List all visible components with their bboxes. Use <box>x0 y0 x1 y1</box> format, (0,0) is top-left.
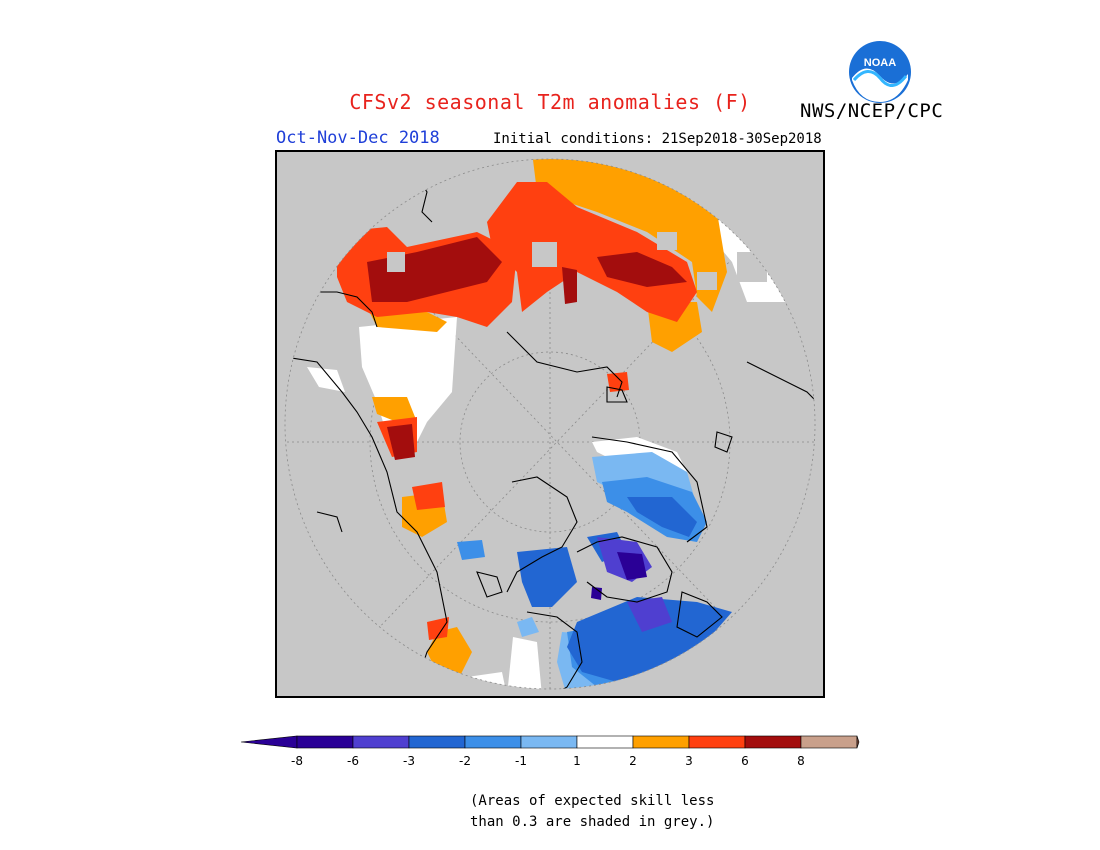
no-skill-patches <box>387 232 767 290</box>
tick-label: -8 <box>291 754 303 768</box>
anomaly-blue <box>517 497 732 682</box>
tick-label: 2 <box>629 754 637 768</box>
skill-footnote: (Areas of expected skill less than 0.3 a… <box>470 791 714 833</box>
anomaly-deeppurple <box>591 552 647 600</box>
tick-label: -2 <box>459 754 471 768</box>
colorbar-segment <box>408 735 466 749</box>
colorbar <box>240 735 860 749</box>
colorbar-segment <box>744 735 802 749</box>
polar-map <box>275 150 825 698</box>
colorbar-arrow-low <box>240 735 298 749</box>
tick-label: -1 <box>515 754 527 768</box>
tick-label: 1 <box>573 754 581 768</box>
season-label: Oct-Nov-Dec 2018 <box>276 128 440 148</box>
colorbar-segment <box>576 735 634 749</box>
tick-label: 3 <box>685 754 693 768</box>
colorbar-arrow-high <box>856 735 860 749</box>
colorbar-segment <box>632 735 690 749</box>
agency-label: NWS/NCEP/CPC <box>800 100 944 122</box>
colorbar-segment <box>688 735 746 749</box>
colorbar-segment <box>464 735 522 749</box>
tick-label: 8 <box>797 754 805 768</box>
footnote-line: (Areas of expected skill less <box>470 793 715 809</box>
tick-label: -6 <box>347 754 359 768</box>
chart-title: CFSv2 seasonal T2m anomalies (F) <box>349 90 751 114</box>
polar-map-svg <box>284 158 816 690</box>
anomaly-darkred <box>367 237 687 460</box>
colorbar-segment <box>296 735 354 749</box>
svg-text:NOAA: NOAA <box>864 57 896 69</box>
colorbar-segment <box>800 735 858 749</box>
noaa-logo: NOAA <box>849 41 911 103</box>
colorbar-segment <box>352 735 410 749</box>
colorbar-segment <box>520 735 578 749</box>
tick-label: 6 <box>741 754 749 768</box>
tick-label: -3 <box>403 754 415 768</box>
initial-conditions-label: Initial conditions: 21Sep2018-30Sep2018 <box>493 131 822 147</box>
footnote-line: than 0.3 are shaded in grey.) <box>470 814 715 830</box>
